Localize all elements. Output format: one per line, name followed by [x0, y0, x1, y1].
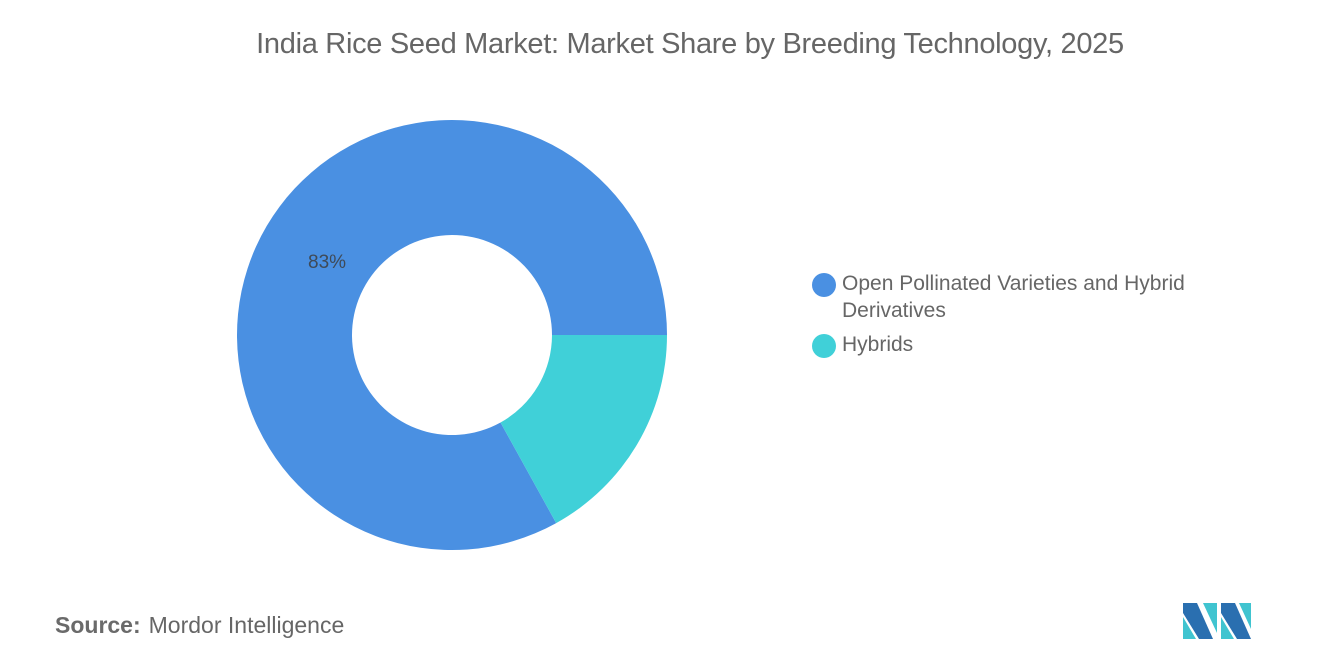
slice-label-open-pollinated: 83%: [308, 252, 346, 273]
source-attribution: Source: Mordor Intelligence: [55, 612, 344, 639]
legend-dot-icon: [812, 273, 836, 297]
mordor-intelligence-logo-icon: [1183, 603, 1251, 639]
source-value: Mordor Intelligence: [148, 612, 345, 638]
legend-item-hybrids[interactable]: Hybrids: [812, 331, 1232, 358]
legend: Open Pollinated Varieties and Hybrid Der…: [812, 270, 1232, 365]
legend-label: Open Pollinated Varieties and Hybrid Der…: [842, 272, 1185, 322]
chart-title: India Rice Seed Market: Market Share by …: [256, 28, 1124, 60]
source-label: Source:: [55, 612, 141, 638]
slice-hybrids[interactable]: [500, 335, 668, 524]
slice-open-pollinated[interactable]: [237, 120, 667, 551]
legend-item-open-pollinated[interactable]: Open Pollinated Varieties and Hybrid Der…: [812, 270, 1232, 324]
legend-dot-icon: [812, 334, 836, 358]
legend-label: Hybrids: [842, 333, 914, 356]
